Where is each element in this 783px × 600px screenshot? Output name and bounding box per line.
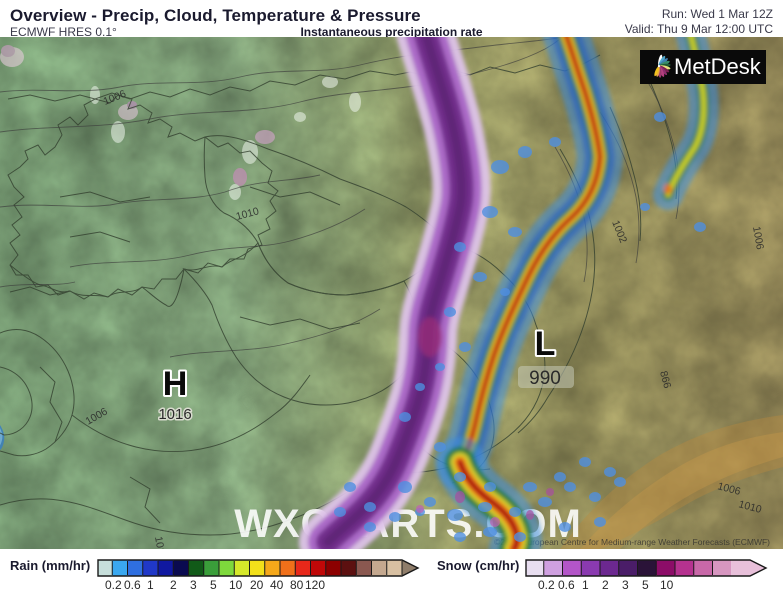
svg-text:1016: 1016 (158, 406, 191, 423)
svg-text:L: L (535, 325, 556, 363)
svg-text:H: H (163, 365, 188, 403)
svg-text:990: 990 (529, 368, 561, 389)
